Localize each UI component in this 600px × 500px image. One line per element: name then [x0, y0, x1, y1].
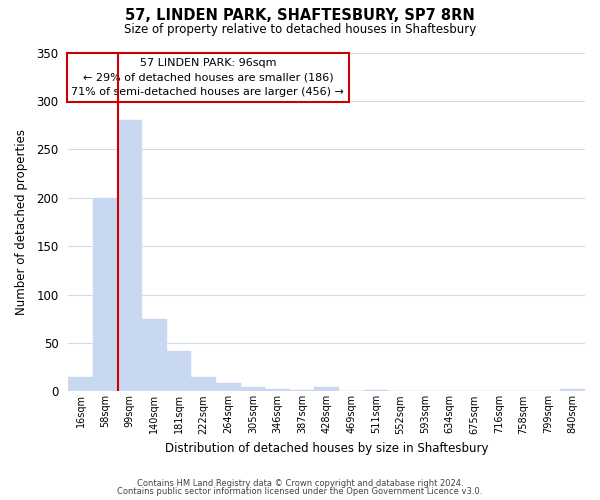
Bar	[314, 386, 339, 392]
Bar	[216, 382, 241, 392]
Text: Contains public sector information licensed under the Open Government Licence v3: Contains public sector information licen…	[118, 488, 482, 496]
Bar	[142, 319, 167, 392]
Bar	[191, 377, 216, 392]
Bar	[364, 390, 388, 392]
Text: Size of property relative to detached houses in Shaftesbury: Size of property relative to detached ho…	[124, 22, 476, 36]
Bar	[68, 377, 93, 392]
Text: Contains HM Land Registry data © Crown copyright and database right 2024.: Contains HM Land Registry data © Crown c…	[137, 478, 463, 488]
X-axis label: Distribution of detached houses by size in Shaftesbury: Distribution of detached houses by size …	[165, 442, 488, 455]
Bar	[167, 350, 191, 392]
Text: 57, LINDEN PARK, SHAFTESBURY, SP7 8RN: 57, LINDEN PARK, SHAFTESBURY, SP7 8RN	[125, 8, 475, 22]
Bar	[118, 120, 142, 392]
Bar	[241, 386, 265, 392]
Y-axis label: Number of detached properties: Number of detached properties	[15, 129, 28, 315]
Bar	[93, 198, 118, 392]
Bar	[290, 390, 314, 392]
Text: 57 LINDEN PARK: 96sqm
← 29% of detached houses are smaller (186)
71% of semi-det: 57 LINDEN PARK: 96sqm ← 29% of detached …	[71, 58, 344, 97]
Bar	[560, 390, 585, 392]
Bar	[265, 390, 290, 392]
